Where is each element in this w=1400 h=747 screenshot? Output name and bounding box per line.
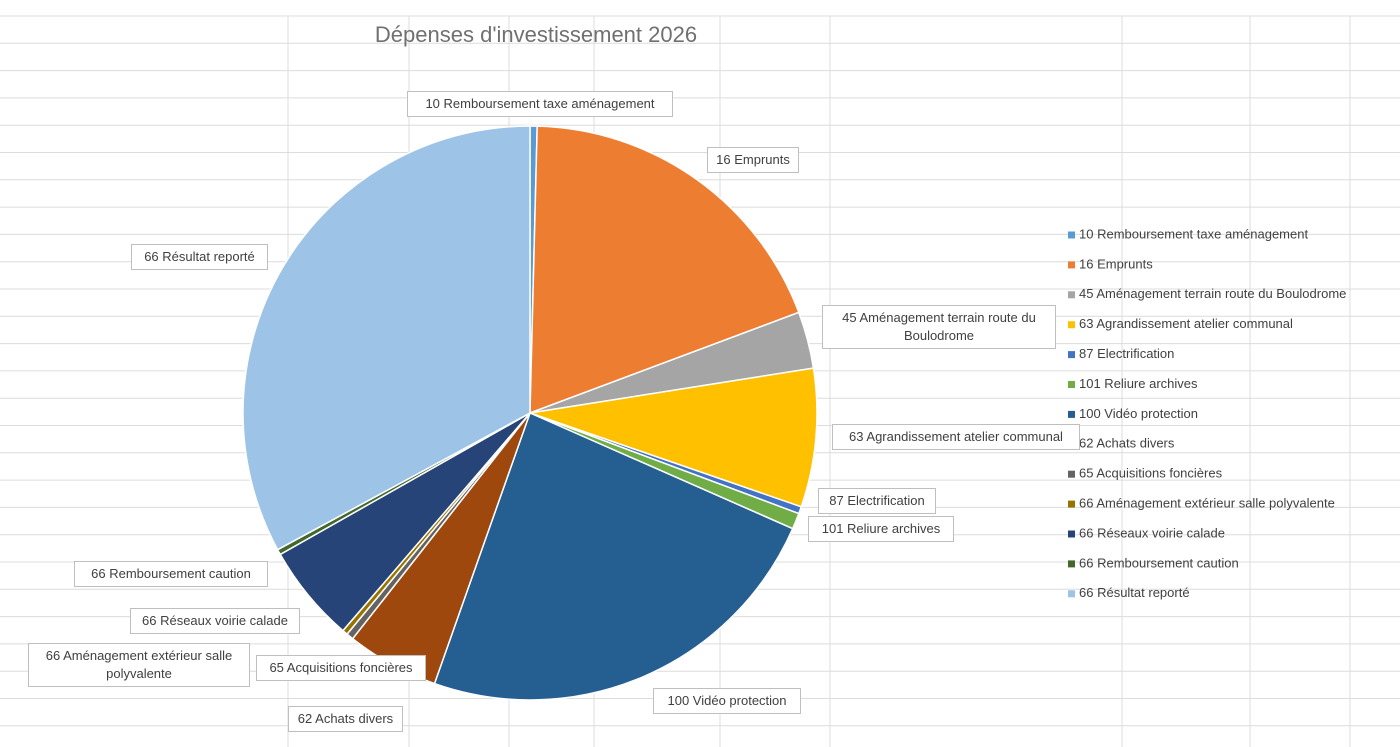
legend-swatch [1068, 321, 1075, 329]
chart-title: Dépenses d'investissement 2026 [375, 22, 697, 47]
legend-swatch [1068, 530, 1075, 538]
data-label: 45 Aménagement terrain route du Boulodro… [822, 305, 1056, 349]
data-label: 87 Electrification [818, 488, 936, 514]
data-label: 101 Reliure archives [808, 516, 954, 542]
legend-swatch [1068, 410, 1075, 418]
legend-swatch [1068, 470, 1075, 478]
data-label: 66 Réseaux voirie calade [130, 608, 300, 634]
data-label: 62 Achats divers [288, 706, 403, 732]
legend-swatch [1068, 291, 1075, 299]
legend-label: 62 Achats divers [1079, 436, 1175, 451]
pie-slice [433, 411, 794, 701]
legend-label: 101 Reliure archives [1079, 376, 1198, 391]
legend-label: 66 Réseaux voirie calade [1079, 525, 1225, 540]
legend-label: 10 Remboursement taxe aménagement [1079, 226, 1308, 241]
legend-label: 16 Emprunts [1079, 256, 1153, 271]
legend-label: 63 Agrandissement atelier communal [1079, 316, 1293, 331]
data-label: 65 Acquisitions foncières [256, 655, 426, 681]
legend-label: 65 Acquisitions foncières [1079, 466, 1223, 481]
legend-swatch [1068, 351, 1075, 359]
legend-label: 66 Remboursement caution [1079, 555, 1239, 570]
legend-swatch [1068, 381, 1075, 388]
legend-label: 66 Résultat reporté [1079, 585, 1190, 600]
pie-slice [529, 367, 818, 508]
data-label: 66 Remboursement caution [74, 561, 268, 587]
legend-label: 100 Vidéo protection [1079, 406, 1198, 421]
data-label: 16 Emprunts [707, 147, 799, 173]
pie-slice [529, 125, 800, 415]
data-label: 100 Vidéo protection [653, 688, 801, 714]
legend-swatch [1068, 231, 1075, 239]
legend-swatch [1068, 560, 1075, 568]
pie-slice [242, 125, 531, 551]
legend-swatch [1068, 500, 1075, 508]
legend-label: 66 Aménagement extérieur salle polyvalen… [1079, 496, 1335, 511]
legend-swatch [1068, 590, 1075, 598]
data-label: 63 Agrandissement atelier communal [832, 424, 1080, 450]
data-label: 66 Aménagement extérieur salle polyvalen… [28, 643, 250, 687]
data-label: 10 Remboursement taxe aménagement [407, 91, 673, 117]
legend-swatch [1068, 261, 1075, 269]
legend-label: 87 Electrification [1079, 346, 1174, 361]
legend-label: 45 Aménagement terrain route du Boulodro… [1079, 286, 1346, 301]
data-label: 66 Résultat reporté [131, 244, 268, 270]
